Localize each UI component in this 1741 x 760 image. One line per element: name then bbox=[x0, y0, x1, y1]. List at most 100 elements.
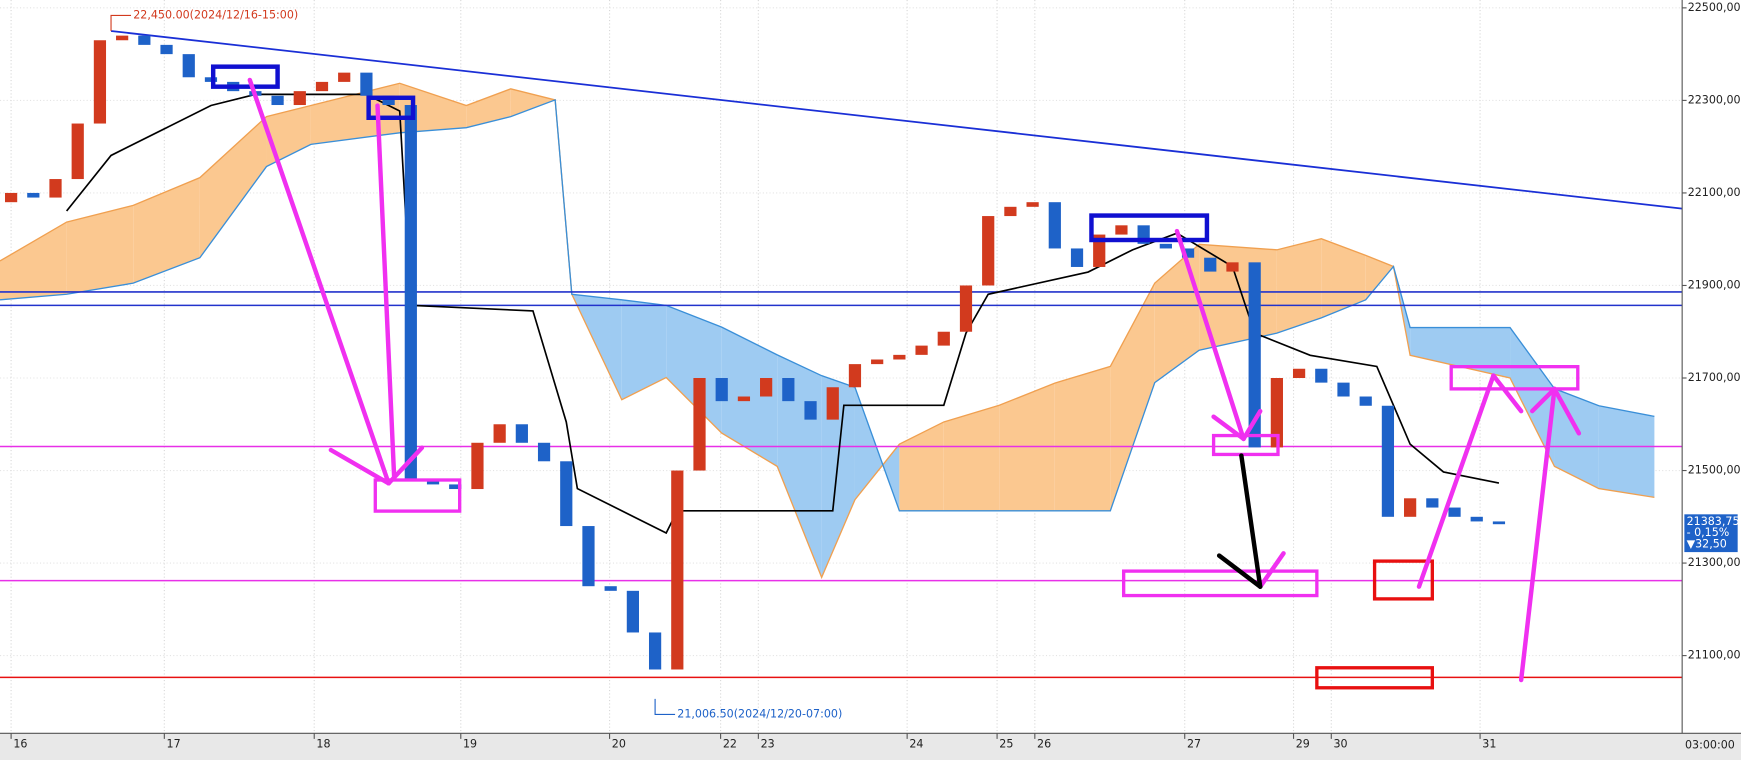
arrow-head bbox=[1211, 414, 1246, 442]
extreme-label: 22,450.00(2024/12/16-15:00) bbox=[133, 8, 298, 21]
y-tick-label: 21300,00 bbox=[1688, 556, 1741, 569]
candle bbox=[1492, 521, 1506, 525]
candle bbox=[848, 364, 862, 388]
candle bbox=[1359, 396, 1372, 406]
candle bbox=[537, 442, 551, 462]
price-tag-label: 21383,75 bbox=[1687, 515, 1740, 528]
x-tick-label: 31 bbox=[1482, 737, 1496, 750]
candle bbox=[1381, 405, 1395, 517]
arrow bbox=[1518, 386, 1557, 683]
candle bbox=[982, 216, 995, 286]
x-tick-label: 22 bbox=[723, 737, 737, 750]
cloud-segment bbox=[133, 177, 200, 284]
box bbox=[1089, 213, 1210, 243]
candle bbox=[1470, 516, 1483, 522]
x-tick-label: 16 bbox=[13, 737, 27, 750]
y-tick-label: 21900,00 bbox=[1688, 278, 1741, 291]
candle bbox=[1026, 202, 1039, 207]
cloud-segment bbox=[1154, 244, 1200, 383]
x-tick-label: 27 bbox=[1187, 737, 1201, 750]
candle bbox=[426, 479, 440, 485]
arrow bbox=[1416, 373, 1496, 589]
candle bbox=[471, 442, 484, 490]
candle bbox=[1426, 498, 1439, 508]
box bbox=[366, 95, 416, 120]
cloud-segment bbox=[1110, 283, 1155, 511]
cloud-segment bbox=[666, 305, 722, 434]
cloud-segment bbox=[1598, 405, 1655, 498]
candles-layer bbox=[4, 35, 1506, 670]
base-line bbox=[65, 93, 1500, 535]
y-tick-label: 21100,00 bbox=[1688, 649, 1741, 662]
black-arrow bbox=[1216, 453, 1263, 589]
cloud-segment bbox=[1365, 255, 1394, 300]
y-tick-label: 22500,00 bbox=[1688, 1, 1741, 14]
cloud-segment bbox=[199, 116, 267, 258]
box bbox=[1372, 559, 1434, 601]
arrow-head bbox=[1530, 386, 1557, 414]
candle bbox=[937, 331, 950, 346]
candle bbox=[71, 123, 84, 180]
box bbox=[1449, 365, 1580, 391]
x-tick-label: 17 bbox=[167, 737, 181, 750]
cloud-segment bbox=[1276, 238, 1322, 334]
arrow-head bbox=[1241, 408, 1263, 442]
candle bbox=[582, 526, 595, 587]
candle bbox=[893, 354, 906, 360]
extreme-pointer bbox=[110, 14, 132, 31]
cloud-segment bbox=[0, 222, 67, 300]
arrow bbox=[1174, 228, 1246, 442]
candle bbox=[1248, 262, 1261, 448]
candle bbox=[493, 424, 506, 443]
box bbox=[210, 64, 280, 89]
candle bbox=[382, 95, 395, 106]
price-tag bbox=[1684, 514, 1738, 553]
cloud-segment bbox=[466, 88, 511, 128]
candle bbox=[693, 378, 706, 471]
arrow-head bbox=[1552, 386, 1582, 436]
x-tick-label: 26 bbox=[1037, 737, 1051, 750]
arrow bbox=[375, 103, 397, 480]
candle bbox=[671, 470, 684, 670]
cloud-segment bbox=[1510, 327, 1555, 467]
cloud-segment bbox=[1321, 238, 1366, 318]
trendline bbox=[110, 30, 1683, 210]
arrow-head bbox=[1216, 553, 1263, 589]
candle bbox=[1226, 262, 1239, 272]
y-tick-label: 21500,00 bbox=[1688, 464, 1741, 477]
candle bbox=[804, 401, 817, 420]
candle bbox=[1292, 368, 1306, 379]
x-axis-band bbox=[0, 733, 1741, 760]
box bbox=[1315, 666, 1434, 690]
candle bbox=[648, 632, 662, 670]
candle bbox=[915, 345, 928, 355]
candle bbox=[760, 378, 773, 397]
candle bbox=[93, 40, 107, 124]
axis-layer: 16 17 18 19 20 22 23 24 25 26 27 29 30 31 22500,00 2230… bbox=[10, 1, 1741, 750]
candle bbox=[1093, 234, 1106, 267]
candle bbox=[1181, 248, 1195, 258]
arrow bbox=[1239, 453, 1263, 589]
candle bbox=[1004, 206, 1017, 217]
candle bbox=[360, 72, 373, 96]
cloud-segment bbox=[899, 421, 944, 511]
cloud-segment bbox=[943, 405, 1000, 511]
candle bbox=[959, 285, 973, 332]
arrow-head bbox=[328, 447, 391, 486]
x-tick-label: 29 bbox=[1296, 737, 1310, 750]
candle bbox=[182, 54, 195, 78]
candle bbox=[1448, 507, 1461, 517]
x-tick-label: 20 bbox=[612, 737, 626, 750]
candle bbox=[4, 192, 18, 203]
arrow-head bbox=[1258, 551, 1286, 589]
candle bbox=[737, 396, 751, 402]
box bbox=[1121, 569, 1319, 598]
candle bbox=[338, 72, 351, 82]
cloud-segment bbox=[621, 299, 667, 400]
candle bbox=[449, 484, 462, 490]
x-tick-label: 24 bbox=[909, 737, 923, 750]
arrows bbox=[247, 77, 1582, 683]
arrow bbox=[247, 77, 391, 486]
candle bbox=[271, 95, 284, 106]
